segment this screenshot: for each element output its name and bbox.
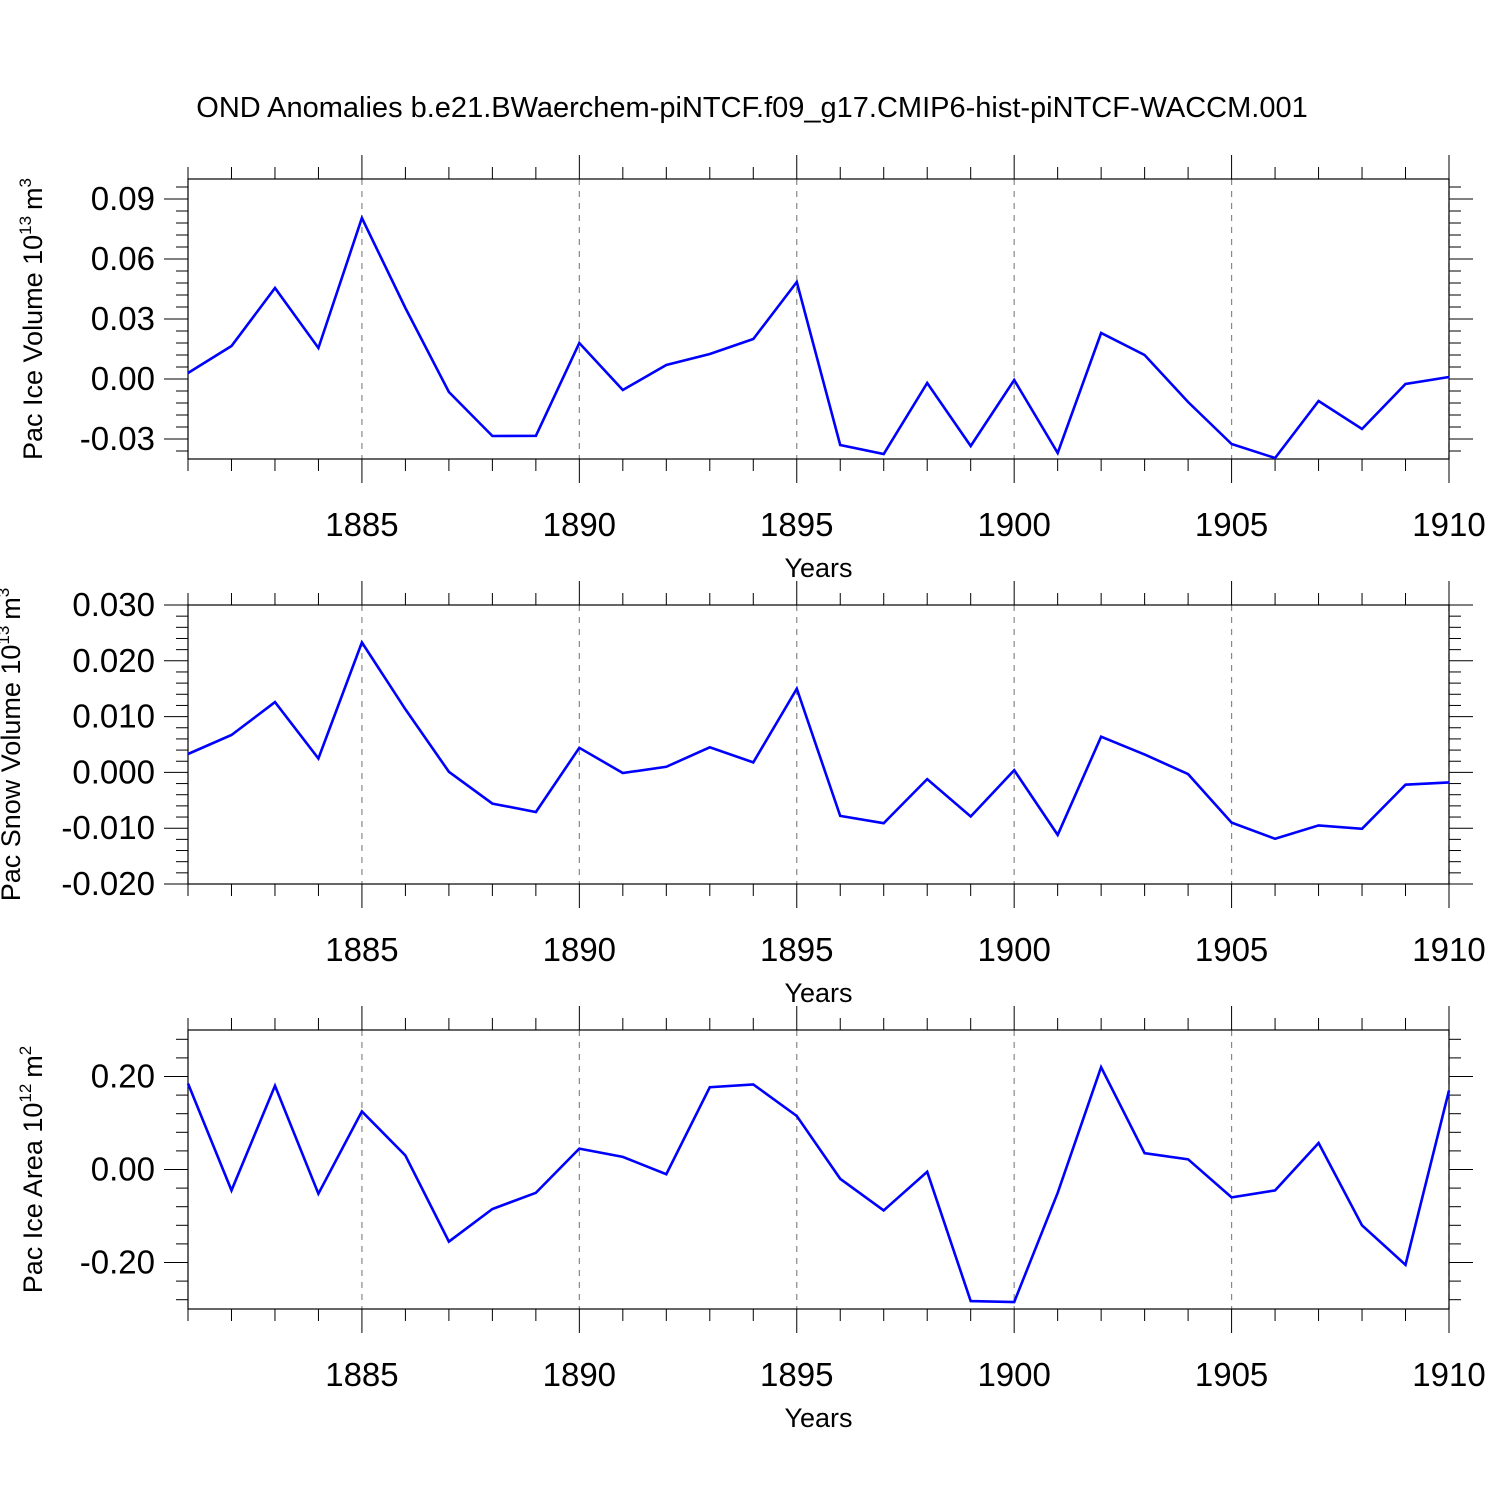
panel-ice-volume: 1885 1890 1895 1900 1905 1910 -0.03 0.00 0.03 0.0… — [16, 155, 1486, 583]
y-tick-label: 0.06 — [91, 240, 155, 277]
y-tick-label: 0.000 — [72, 753, 155, 790]
plot-frame — [187, 604, 1450, 885]
y-label-exponent: 13 — [0, 626, 13, 645]
x-axis-label: Years — [784, 1403, 852, 1433]
y-tick-label: 0.09 — [91, 180, 155, 217]
x-tick-label: 1900 — [977, 931, 1050, 968]
y-label-text: Pac Ice Area 10 — [18, 1103, 48, 1294]
series-line-ice-volume — [187, 214, 1450, 460]
x-axis-label: Years — [784, 553, 852, 583]
y-tick-label: -0.010 — [61, 809, 155, 846]
series-line-snow-volume — [187, 639, 1450, 841]
y-label-text: Pac Snow Volume 10 — [0, 645, 26, 902]
y-tick-label: 0.010 — [72, 698, 155, 735]
x-tick-label: 1900 — [977, 1356, 1050, 1393]
y-label-exponent: 12 — [16, 1084, 35, 1103]
y-tick-label: -0.020 — [61, 865, 155, 902]
y-tick-label: 0.020 — [72, 642, 155, 679]
x-tick-label: 1905 — [1195, 506, 1268, 543]
plot-frame — [187, 1029, 1450, 1310]
x-tick-label: 1890 — [543, 506, 616, 543]
x-tick-label: 1890 — [543, 1356, 616, 1393]
y-label-unit: m — [0, 597, 26, 620]
x-tick-label: 1910 — [1412, 931, 1485, 968]
y-label-text: Pac Ice Volume 10 — [18, 235, 48, 460]
x-tick-label: 1905 — [1195, 931, 1268, 968]
y-label-unit: m — [18, 187, 48, 210]
plot-frame — [187, 178, 1450, 460]
y-label-unit-exponent: 3 — [0, 588, 13, 597]
x-tick-label: 1895 — [760, 931, 833, 968]
x-tick-label: 1890 — [543, 931, 616, 968]
y-label-exponent: 13 — [16, 216, 35, 235]
x-tick-label: 1885 — [325, 506, 398, 543]
x-tick-label: 1910 — [1412, 1356, 1485, 1393]
y-label-unit: m — [18, 1055, 48, 1078]
y-tick-label: 0.00 — [91, 360, 155, 397]
y-tick-label: 0.00 — [91, 1151, 155, 1188]
x-axis-label: Years — [784, 978, 852, 1008]
y-tick-label: -0.03 — [80, 420, 155, 457]
x-tick-label: 1895 — [760, 1356, 833, 1393]
y-axis-label: Pac Snow Volume 1013 m3 — [0, 588, 26, 902]
x-tick-label: 1910 — [1412, 506, 1485, 543]
y-tick-label: -0.20 — [80, 1244, 155, 1281]
series-line-ice-area — [186, 1063, 1451, 1304]
y-tick-label: 0.030 — [72, 586, 155, 623]
x-tick-label: 1895 — [760, 506, 833, 543]
panel-snow-volume: 1885 1890 1895 1900 1905 1910 -0.020 -0.010 0.00… — [0, 581, 1486, 1008]
y-tick-label: 0.20 — [91, 1058, 155, 1095]
panel-ice-area: 1885 1890 1895 1900 1905 1910 -0.20 0.00 0.20 Yea… — [16, 1006, 1486, 1433]
y-tick-label: 0.03 — [91, 300, 155, 337]
y-label-unit-exponent: 2 — [16, 1046, 35, 1055]
y-axis-label: Pac Ice Area 1012 m2 — [16, 1046, 48, 1294]
x-tick-label: 1905 — [1195, 1356, 1268, 1393]
y-axis-label: Pac Ice Volume 1013 m3 — [16, 178, 48, 460]
x-tick-label: 1885 — [325, 931, 398, 968]
x-tick-label: 1885 — [325, 1356, 398, 1393]
y-label-unit-exponent: 3 — [16, 178, 35, 187]
chart-title: OND Anomalies b.e21.BWaerchem-piNTCF.f09… — [196, 92, 1307, 124]
x-tick-label: 1900 — [977, 506, 1050, 543]
